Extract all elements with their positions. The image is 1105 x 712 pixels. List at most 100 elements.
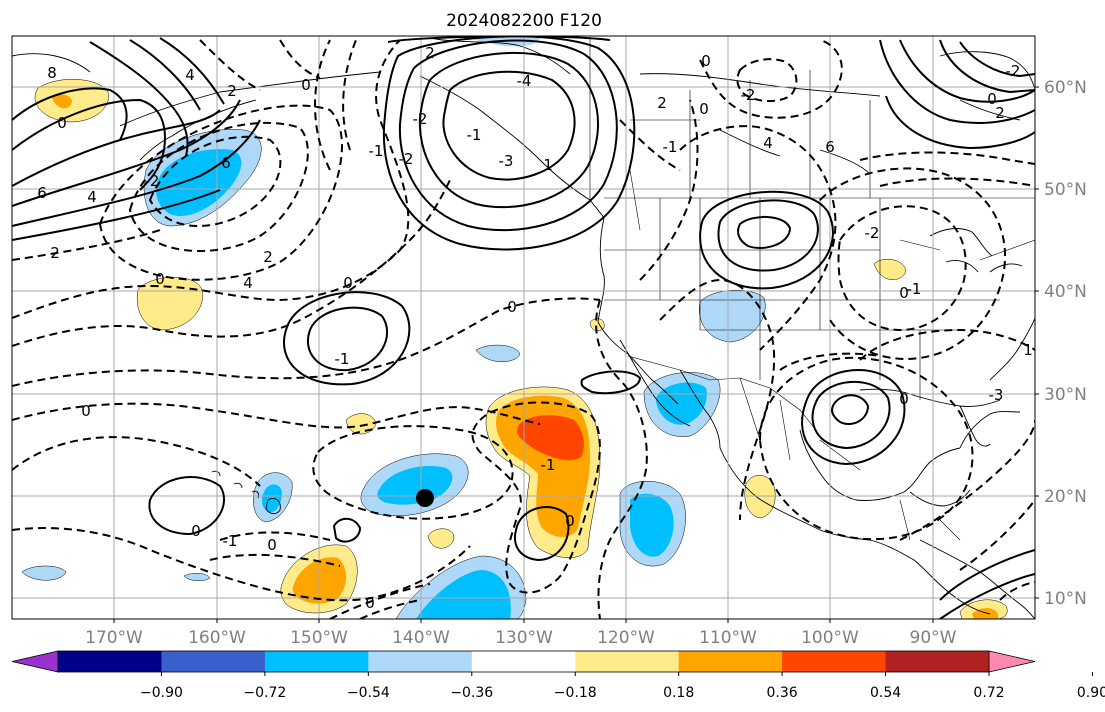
- contour-dash-low3: [329, 583, 431, 619]
- colorbar-swatch: [782, 651, 887, 672]
- contour-dash-gl: [837, 205, 967, 332]
- contour-ne-1: [899, 39, 1035, 103]
- shade-pos-g1-core: [517, 415, 584, 461]
- mexico-states: [739, 377, 961, 541]
- contour-ne-4: [959, 41, 1035, 78]
- shaded-fields: [21, 38, 1008, 619]
- lon-label: 140°W: [392, 628, 450, 648]
- lon-label: 160°W: [188, 628, 246, 648]
- contour-label: -2: [413, 110, 428, 128]
- contour-label: 6: [37, 184, 47, 202]
- contour-high-5: [387, 36, 611, 43]
- contour-se-1: [939, 549, 1035, 601]
- shade-neg-m1: [21, 565, 67, 581]
- contour-low-pac-1: [307, 306, 388, 372]
- contour-neg-big-2: [12, 179, 451, 347]
- shade-neg-e1-core: [377, 466, 453, 505]
- contour-label: 0: [365, 594, 375, 612]
- contour-cont-3: [699, 190, 834, 290]
- contour-label: 0: [267, 536, 277, 554]
- contour-neg-aleut-2: [128, 121, 309, 252]
- contour-label: -1: [467, 126, 482, 144]
- coast-baja: [619, 339, 721, 449]
- lon-label: 110°W: [699, 628, 757, 648]
- colorbar-swatch: [368, 651, 473, 672]
- contour-label: 0: [301, 76, 311, 94]
- dashed-contours: [12, 39, 1035, 619]
- colorbar-swatch: [678, 651, 783, 672]
- contour-label: 4: [243, 274, 253, 292]
- colorbar-tick-label: 0.90: [1077, 685, 1105, 701]
- lon-label: 120°W: [597, 628, 655, 648]
- shade-pos-d2: [427, 528, 455, 549]
- contour-label: 6: [221, 154, 231, 172]
- shade-neg-c1: [475, 344, 521, 362]
- contour-dash-west: [595, 299, 648, 619]
- contour-label: 0: [699, 100, 709, 118]
- graticule: [12, 36, 1035, 619]
- colorbar-tick-label: 0.36: [767, 685, 798, 701]
- lat-label: 50°N: [1044, 180, 1087, 200]
- contour-dash-low2: [209, 531, 341, 567]
- contour-neg-big-1: [12, 39, 410, 319]
- coast-us-west: [597, 321, 679, 405]
- contour-high-4: [382, 36, 636, 251]
- colorbar-tick-label: −0.54: [347, 685, 390, 701]
- contour-dash-low: [12, 527, 471, 602]
- colorbar-tick-label: −0.36: [450, 685, 493, 701]
- contour-label: -4: [517, 72, 532, 90]
- contour-neg-aleut-3: [98, 104, 343, 281]
- shade-neg-i1-core: [630, 493, 674, 557]
- colorbar-extend-low: [11, 650, 59, 673]
- shade-neg-m2: [183, 573, 211, 581]
- contour-label: -1: [907, 280, 922, 298]
- contour-se-2: [939, 573, 1035, 619]
- lon-label: 170°W: [85, 628, 143, 648]
- lat-label: 30°N: [1044, 385, 1087, 405]
- contour-label: -3: [989, 386, 1004, 404]
- contour-ne-3: [885, 95, 1035, 150]
- colorbar-tick-label: −0.18: [554, 685, 597, 701]
- contour-pos-nw-3: [12, 109, 221, 187]
- contour-label: 1: [1023, 341, 1033, 359]
- contour-pos-nw-7: [89, 41, 189, 157]
- colorbar-swatch: [264, 651, 369, 672]
- province-lines: [630, 70, 871, 198]
- colorbar-swatch: [575, 651, 680, 672]
- colorbar-tick-label: −0.72: [243, 685, 286, 701]
- contour-label: 2: [227, 82, 237, 100]
- lon-label: 100°W: [801, 628, 859, 648]
- contour-label: 4: [763, 134, 773, 152]
- contour-ne-5: [939, 39, 1035, 94]
- shade-pos-nw-core: [52, 94, 72, 109]
- contour-dash-canada2: [736, 58, 798, 102]
- contour-label: -2: [865, 224, 880, 242]
- shade-neg-a1-core: [156, 149, 242, 216]
- contour-zero-a: [148, 476, 226, 536]
- lat-label: 20°N: [1044, 487, 1087, 507]
- coast-great-lakes: [929, 228, 1023, 273]
- contour-label: 0: [81, 402, 91, 420]
- shade-pos-d1: [345, 413, 377, 435]
- contour-label: -1: [369, 142, 384, 160]
- contour-label: -1: [541, 456, 556, 474]
- contour-zero-d: [332, 517, 362, 543]
- solid-contours: [12, 36, 1035, 619]
- shade-neg-h2: [699, 289, 766, 343]
- lat-label: 10°N: [1044, 589, 1087, 609]
- contour-zero-main: [12, 402, 541, 487]
- contour-label: -1: [335, 350, 350, 368]
- contour-label: 2: [50, 244, 60, 262]
- colorbar-swatch: [161, 651, 266, 672]
- contour-zero-c: [580, 370, 642, 395]
- contour-low-gulf-2: [811, 380, 891, 450]
- contour-label: 2: [657, 94, 667, 112]
- contour-label: -2: [741, 86, 756, 104]
- contour-high-2: [418, 51, 599, 209]
- contour-neg-big-4: [314, 39, 357, 171]
- contour-label: -1: [223, 532, 238, 550]
- contour-dash-rocky: [679, 125, 837, 351]
- contour-label: 2: [995, 104, 1005, 122]
